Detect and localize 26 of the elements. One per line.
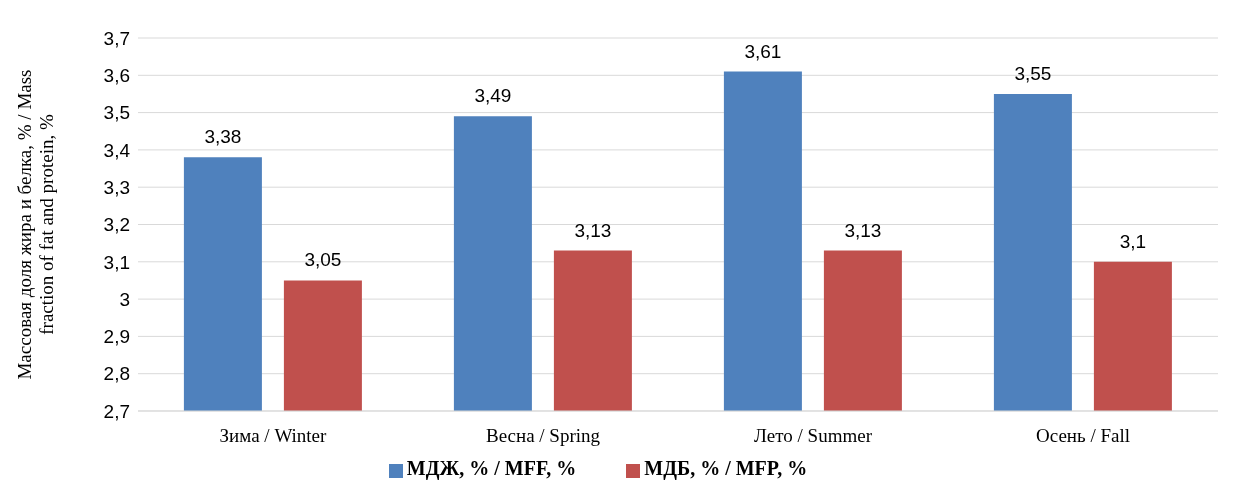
data-label: 3,13	[574, 219, 612, 241]
y-tick-label: 3,2	[103, 214, 130, 236]
data-label: 3,38	[204, 126, 242, 148]
data-label: 3,1	[1119, 230, 1147, 252]
legend-label: МДБ, % / MFP, %	[644, 457, 808, 479]
y-tick-label: 3,6	[103, 65, 130, 87]
y-tick-label: 3	[119, 288, 130, 310]
data-label: 3,55	[1014, 62, 1052, 84]
x-tick-label: Осень / Fall	[1036, 425, 1130, 447]
x-tick-label: Зима / Winter	[219, 425, 328, 447]
data-label: 3,49	[474, 85, 512, 107]
data-label: 3,05	[304, 249, 342, 271]
y-tick-label: 2,7	[103, 400, 130, 422]
y-tick-label: 3,5	[103, 102, 130, 124]
y-tick-label: 3,4	[103, 139, 131, 161]
data-label: 3,61	[744, 40, 782, 62]
y-tick-label: 3,7	[103, 27, 130, 49]
y-tick-label: 3,1	[103, 251, 130, 273]
x-tick-label: Лето / Summer	[754, 425, 873, 447]
y-tick-label: 2,9	[103, 326, 130, 348]
data-label: 3,13	[844, 219, 882, 241]
x-tick-label: Весна / Spring	[485, 425, 601, 447]
y-tick-label: 2,8	[103, 363, 130, 385]
legend-label: МДЖ, % / MFF, %	[406, 457, 577, 479]
y-tick-label: 3,3	[103, 176, 130, 198]
y-axis-title: Массовая доля жира и белка, % / Mass fraction of fat and protein, %	[14, 69, 57, 380]
